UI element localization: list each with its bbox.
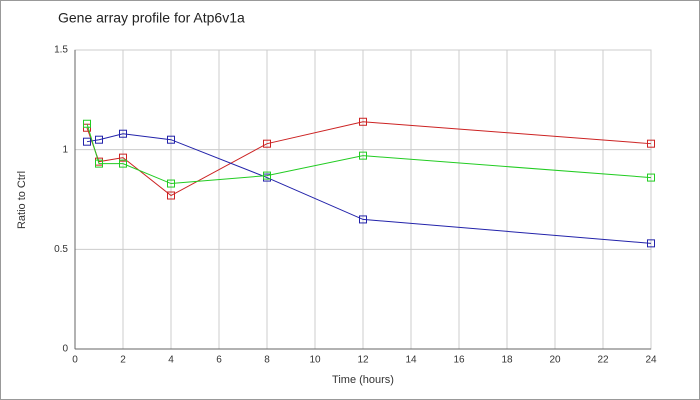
point-marker (119, 159, 127, 168)
point-marker (359, 117, 367, 126)
y-axis-label: Ratio to Ctrl (16, 171, 28, 229)
point-marker (95, 135, 103, 144)
point-marker (647, 173, 655, 182)
x-tick-label: 22 (597, 355, 609, 366)
y-tick-label: 1.5 (54, 45, 68, 56)
x-tick-label: 6 (216, 355, 222, 366)
point-marker (263, 139, 271, 148)
point-marker (263, 171, 271, 180)
series-line (86, 123, 652, 185)
point-marker (167, 191, 175, 200)
point-marker (95, 159, 103, 168)
x-tick-label: 16 (453, 355, 465, 366)
y-tick-label: 0 (62, 344, 68, 355)
x-tick-label: 20 (549, 355, 561, 366)
point-marker (647, 139, 655, 148)
x-tick-label: 10 (309, 355, 321, 366)
x-tick-label: 4 (168, 355, 174, 366)
x-tick-label: 0 (72, 355, 78, 366)
x-tick-label: 24 (645, 355, 657, 366)
point-marker (119, 153, 127, 162)
series-line (86, 133, 652, 244)
point-marker (359, 215, 367, 224)
point-marker (167, 179, 175, 188)
y-tick-label: 1 (62, 144, 68, 155)
point-marker (119, 129, 127, 138)
chart-title: Gene array profile for Atp6v1a (58, 10, 245, 26)
point-marker (647, 239, 655, 248)
x-tick-label: 12 (357, 355, 369, 366)
x-tick-label: 8 (264, 355, 270, 366)
point-marker (83, 137, 91, 146)
y-tick-label: 0.5 (54, 244, 68, 255)
x-axis-label: Time (hours) (332, 374, 394, 386)
x-tick-label: 18 (501, 355, 513, 366)
point-marker (359, 151, 367, 160)
point-marker (167, 135, 175, 144)
x-tick-label: 2 (120, 355, 126, 366)
point-marker (83, 119, 91, 128)
series-line (86, 121, 652, 197)
x-tick-label: 14 (405, 355, 417, 366)
